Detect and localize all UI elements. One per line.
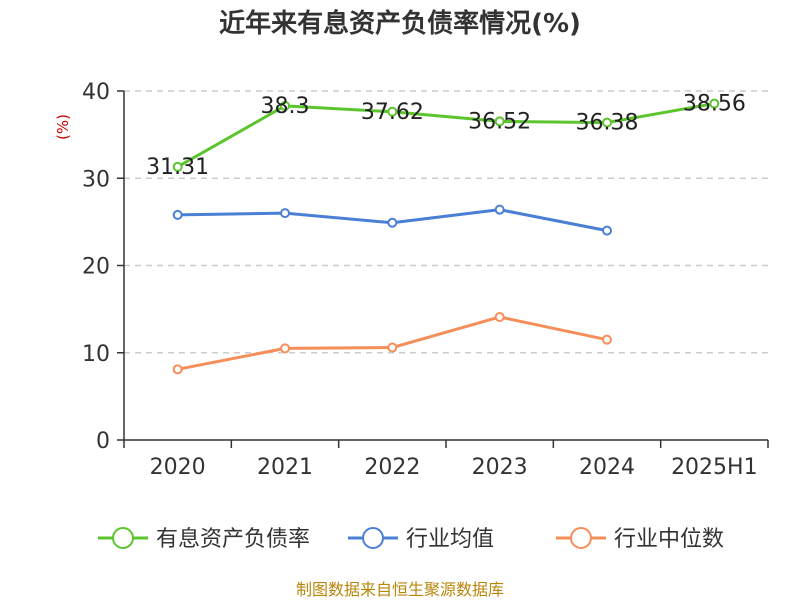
legend-marker <box>362 527 384 549</box>
legend-label: 有息资产负债率 <box>156 527 310 552</box>
data-label: 31.31 <box>146 155 209 180</box>
legend-marker <box>112 527 134 549</box>
data-label: 36.38 <box>576 111 639 136</box>
data-point <box>602 225 612 236</box>
legend-label: 行业均值 <box>406 527 494 552</box>
legend-item[interactable]: 行业中位数 <box>556 527 724 552</box>
x-tick-label: 2024 <box>579 455 635 480</box>
data-point <box>709 98 720 109</box>
legend-item[interactable]: 行业均值 <box>348 527 494 552</box>
y-tick-label: 40 <box>82 80 110 105</box>
data-label: 36.52 <box>468 109 531 134</box>
legend-label: 行业中位数 <box>614 527 724 552</box>
data-point <box>387 342 398 353</box>
data-label: 37.62 <box>361 100 424 125</box>
data-label: 38.56 <box>683 92 746 117</box>
data-point <box>280 343 290 354</box>
x-tick-label: 2020 <box>150 455 206 480</box>
source-note: 制图数据来自恒生聚源数据库 <box>296 580 504 599</box>
data-point <box>387 106 398 117</box>
x-tick-label: 2023 <box>472 455 528 480</box>
y-tick-label: 20 <box>82 255 110 280</box>
x-tick-label: 2021 <box>257 455 313 480</box>
y-tick-label: 0 <box>96 429 110 454</box>
data-point <box>494 116 505 127</box>
data-point <box>387 217 398 228</box>
data-point <box>602 334 612 345</box>
data-point <box>280 100 290 111</box>
data-point <box>172 209 183 220</box>
x-tick-label: 2022 <box>364 455 420 480</box>
y-tick-label: 30 <box>82 167 110 192</box>
data-point <box>494 311 505 322</box>
chart-title: 近年来有息资产负债率情况(%) <box>219 8 581 39</box>
legend-marker <box>570 527 592 549</box>
data-point <box>172 161 183 172</box>
y-axis-label: (%) <box>54 114 72 140</box>
data-point <box>494 204 505 215</box>
legend-item[interactable]: 有息资产负债率 <box>98 527 310 552</box>
data-point <box>172 364 183 375</box>
x-tick-label: 2025H1 <box>671 455 758 480</box>
data-label: 38.3 <box>261 94 310 119</box>
y-tick-label: 10 <box>82 342 110 367</box>
series-line <box>176 102 715 169</box>
data-point <box>280 208 290 219</box>
data-point <box>602 117 612 128</box>
